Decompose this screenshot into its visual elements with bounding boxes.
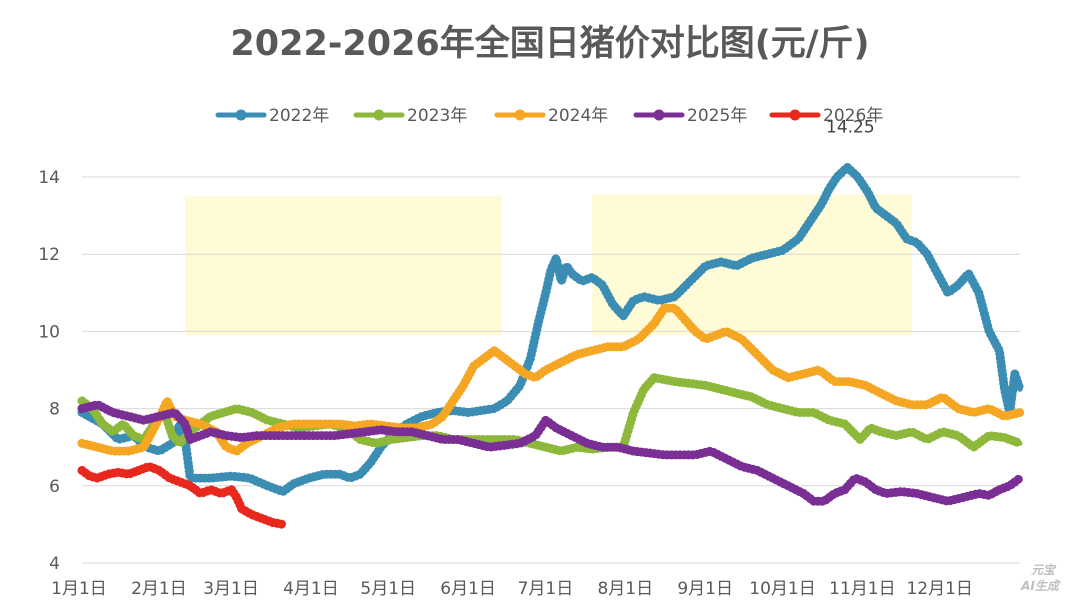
x-tick-label-1: 1月1日 (51, 579, 107, 599)
legend-label-3: 2024年 (548, 106, 608, 126)
series-core-1 (79, 164, 1023, 495)
chart-title: 2022-2026年全国日猪价对比图(元/斤) (230, 23, 869, 64)
highlight-region-1 (185, 196, 503, 336)
y-tick-label-10: 10 (38, 322, 60, 342)
y-tick-label-6: 6 (49, 477, 60, 497)
highlight-region-2 (592, 194, 912, 336)
watermark-line-2: AI生成 (1020, 579, 1061, 593)
y-tick-label-4: 4 (49, 554, 60, 574)
legend-marker-1 (235, 109, 247, 121)
x-tick-label-7: 7月1日 (518, 579, 574, 599)
highlight-regions (185, 194, 912, 336)
y-tick-label-8: 8 (49, 400, 60, 420)
legend-label-4: 2025年 (687, 106, 747, 126)
x-tick-label-10: 10月1日 (749, 579, 815, 599)
x-axis-ticks: 1月1日 2月1日 3月1日 4月1日 5月1日 6月1日 7月1日 8月1日 9月1日 10月1… (51, 579, 973, 599)
legend-label-1: 2022年 (269, 106, 329, 126)
x-tick-label-4: 4月1日 (283, 579, 339, 599)
series-core-4 (79, 402, 1023, 504)
legend-label-2: 2023年 (407, 106, 467, 126)
series-core-5 (79, 464, 286, 527)
series-core-3 (79, 305, 1023, 454)
legend: 2022年 2023年 2024年 2025年 2026年 (215, 106, 883, 126)
annotations: 14.25 (826, 117, 875, 137)
watermark-line-1: 元宝 (1031, 563, 1057, 577)
y-axis-ticks: 4 6 8 10 12 14 (38, 168, 60, 574)
x-tick-label-12: 12月1日 (906, 579, 972, 599)
x-tick-label-9: 9月1日 (677, 579, 733, 599)
legend-marker-3 (514, 109, 526, 121)
legend-label-5: 2026年 (823, 106, 883, 126)
x-tick-label-2: 2月1日 (131, 579, 187, 599)
x-tick-label-5: 5月1日 (360, 579, 416, 599)
x-tick-label-6: 6月1日 (440, 579, 496, 599)
y-tick-label-14: 14 (38, 168, 60, 188)
watermark: 元宝 AI生成 (1020, 563, 1061, 593)
legend-marker-2 (373, 109, 385, 121)
x-tick-label-3: 3月1日 (203, 579, 259, 599)
series-lines (77, 162, 1025, 529)
legend-marker-4 (653, 109, 665, 121)
grid-lines (82, 176, 1020, 564)
data-label-1: 14.25 (826, 117, 875, 137)
x-tick-label-11: 11月1日 (829, 579, 895, 599)
x-tick-label-8: 8月1日 (597, 579, 653, 599)
legend-marker-5 (789, 109, 801, 121)
series-core-2 (79, 375, 1023, 454)
y-tick-label-12: 12 (38, 245, 60, 265)
